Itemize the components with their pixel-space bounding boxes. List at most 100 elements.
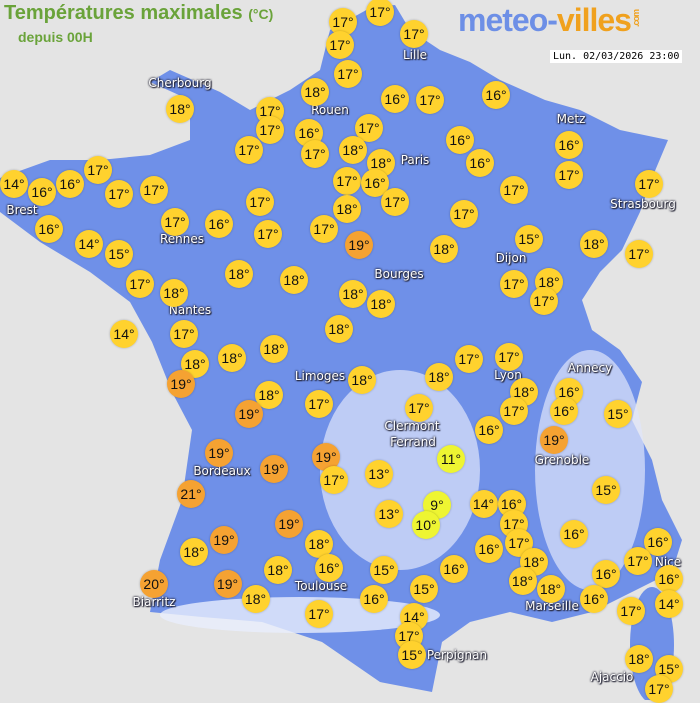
temperature-marker[interactable]: 16°	[466, 149, 494, 177]
temperature-marker[interactable]: 16°	[655, 565, 683, 594]
temperature-marker[interactable]: 17°	[310, 215, 338, 243]
temperature-marker[interactable]: 21°	[177, 480, 205, 508]
temperature-marker[interactable]: 18°	[264, 556, 292, 584]
temperature-marker[interactable]: 17°	[320, 466, 348, 494]
temperature-marker[interactable]: 16°	[28, 178, 56, 207]
temperature-marker[interactable]: 19°	[345, 231, 373, 259]
temperature-marker[interactable]: 11°	[437, 445, 465, 473]
temperature-marker[interactable]: 18°	[166, 95, 194, 123]
temperature-marker[interactable]: 18°	[339, 280, 367, 308]
temperature-marker[interactable]: 18°	[580, 230, 608, 258]
temperature-marker[interactable]: 17°	[301, 140, 329, 168]
temperature-marker[interactable]: 20°	[140, 570, 168, 598]
temperature-marker[interactable]: 17°	[334, 60, 362, 88]
temperature-marker[interactable]: 18°	[535, 268, 563, 296]
temperature-marker[interactable]: 17°	[326, 31, 354, 59]
temperature-marker[interactable]: 16°	[56, 170, 84, 198]
temperature-marker[interactable]: 17°	[405, 394, 433, 423]
temperature-marker[interactable]: 17°	[500, 397, 528, 426]
temperature-marker[interactable]: 14°	[75, 230, 103, 258]
temperature-marker[interactable]: 14°	[469, 490, 498, 518]
temperature-marker[interactable]: 17°	[500, 176, 528, 204]
temperature-marker[interactable]: 18°	[536, 574, 565, 603]
temperature-marker[interactable]: 18°	[218, 344, 246, 372]
temperature-marker[interactable]: 17°	[254, 220, 282, 248]
temperature-marker[interactable]: 18°	[225, 260, 253, 288]
temperature-marker[interactable]: 15°	[410, 575, 438, 603]
temperature-marker[interactable]: 16°	[381, 85, 409, 113]
temperature-marker[interactable]: 16°	[482, 81, 510, 109]
temperature-marker[interactable]: 16°	[550, 396, 578, 425]
temperature-marker[interactable]: 15°	[398, 641, 426, 669]
temperature-marker[interactable]: 16°	[560, 520, 588, 548]
temperature-marker[interactable]: 15°	[105, 240, 133, 268]
temperature-marker[interactable]: 17°	[140, 176, 168, 204]
temperature-marker[interactable]: 18°	[305, 530, 333, 558]
temperature-marker[interactable]: 18°	[348, 366, 376, 394]
temperature-marker[interactable]: 17°	[624, 547, 652, 575]
temperature-marker[interactable]: 18°	[160, 278, 188, 307]
temperature-marker[interactable]: 17°	[416, 86, 444, 114]
temperature-marker[interactable]: 17°	[105, 180, 133, 208]
temperature-marker[interactable]: 17°	[126, 270, 154, 298]
temperature-marker[interactable]: 13°	[375, 500, 403, 528]
temperature-marker[interactable]: 19°	[260, 455, 288, 483]
temperature-marker[interactable]: 18°	[180, 538, 208, 566]
temperature-marker[interactable]: 18°	[241, 585, 270, 613]
temperature-marker[interactable]: 17°	[645, 675, 673, 703]
temperature-marker[interactable]: 17°	[305, 390, 333, 418]
temperature-marker[interactable]: 17°	[450, 200, 478, 228]
temperature-marker[interactable]: 16°	[592, 560, 620, 588]
temperature-marker[interactable]: 17°	[617, 597, 645, 625]
temperature-marker[interactable]: 18°	[520, 548, 548, 577]
temperature-marker[interactable]: 16°	[475, 535, 503, 563]
temperature-marker[interactable]: 16°	[497, 490, 526, 518]
temperature-marker[interactable]: 18°	[339, 136, 367, 164]
temperature-marker[interactable]: 15°	[604, 400, 632, 428]
meteo-villes-logo[interactable]: meteo-villes .com	[458, 2, 641, 39]
temperature-marker[interactable]: 15°	[515, 225, 543, 253]
temperature-marker[interactable]: 17°	[256, 116, 284, 144]
temperature-marker[interactable]: 18°	[430, 235, 458, 263]
temperature-marker[interactable]: 19°	[540, 426, 568, 454]
temperature-marker[interactable]: 17°	[500, 270, 528, 298]
temperature-marker[interactable]: 17°	[625, 240, 653, 268]
temperature-marker[interactable]: 17°	[530, 287, 558, 315]
temperature-marker[interactable]: 17°	[170, 320, 198, 348]
temperature-marker[interactable]: 14°	[0, 170, 28, 198]
temperature-marker[interactable]: 17°	[495, 343, 523, 372]
temperature-marker[interactable]: 19°	[235, 400, 263, 428]
temperature-marker[interactable]: 15°	[370, 556, 398, 584]
temperature-marker[interactable]: 13°	[365, 460, 393, 488]
temperature-marker[interactable]: 17°	[305, 600, 333, 628]
temperature-marker[interactable]: 15°	[592, 476, 620, 504]
temperature-marker[interactable]: 19°	[275, 510, 303, 538]
temperature-marker[interactable]: 17°	[455, 345, 483, 373]
temperature-marker[interactable]: 18°	[425, 363, 453, 391]
temperature-marker[interactable]: 16°	[35, 215, 63, 243]
temperature-marker[interactable]: 16°	[475, 416, 503, 445]
temperature-marker[interactable]: 16°	[440, 555, 468, 583]
temperature-marker[interactable]: 17°	[246, 188, 274, 216]
temperature-marker[interactable]: 17°	[381, 187, 409, 216]
temperature-marker[interactable]: 17°	[555, 161, 583, 189]
temperature-marker[interactable]: 17°	[400, 20, 428, 48]
temperature-marker[interactable]: 16°	[315, 554, 343, 583]
temperature-marker[interactable]: 17°	[366, 0, 394, 26]
temperature-marker[interactable]: 17°	[235, 136, 263, 164]
temperature-marker[interactable]: 19°	[213, 570, 242, 598]
temperature-marker[interactable]: 18°	[625, 645, 653, 674]
temperature-marker[interactable]: 19°	[167, 370, 195, 398]
temperature-marker[interactable]: 16°	[555, 131, 583, 159]
temperature-marker[interactable]: 18°	[255, 381, 283, 409]
temperature-marker[interactable]: 17°	[161, 207, 189, 236]
temperature-marker[interactable]: 17°	[333, 167, 361, 195]
temperature-marker[interactable]: 19°	[205, 439, 233, 468]
temperature-marker[interactable]: 18°	[325, 315, 353, 343]
temperature-marker[interactable]: 14°	[655, 590, 683, 618]
temperature-marker[interactable]: 16°	[205, 210, 233, 238]
temperature-marker[interactable]: 18°	[367, 290, 395, 318]
temperature-marker[interactable]: 19°	[312, 443, 340, 471]
temperature-marker[interactable]: 18°	[260, 335, 288, 363]
temperature-marker[interactable]: 16°	[580, 585, 608, 613]
